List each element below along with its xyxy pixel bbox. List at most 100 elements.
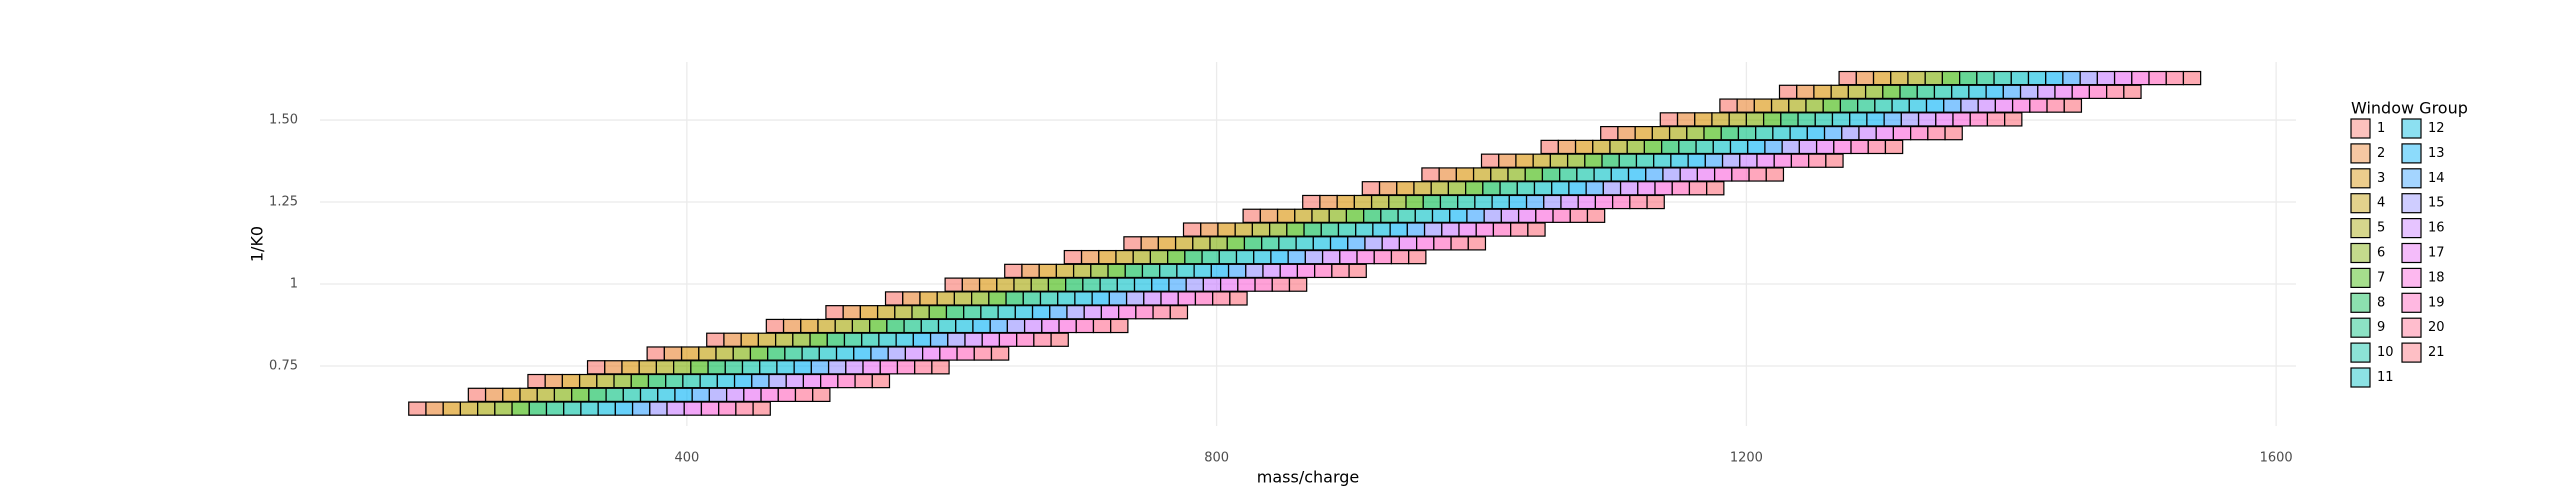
legend-key xyxy=(2350,118,2371,139)
window xyxy=(1517,208,1537,223)
window xyxy=(1302,194,1321,210)
window xyxy=(820,373,839,389)
window xyxy=(929,332,949,347)
window xyxy=(1251,222,1271,237)
window xyxy=(792,332,811,347)
window xyxy=(1985,84,2004,99)
window xyxy=(1593,167,1612,182)
window xyxy=(563,401,582,416)
window xyxy=(1525,194,1545,210)
y-tick-label: 0.75 xyxy=(269,358,298,373)
legend-label: 19 xyxy=(2428,295,2445,310)
window xyxy=(1711,112,1730,127)
window xyxy=(1806,126,1826,141)
window xyxy=(1676,112,1696,127)
window xyxy=(408,401,427,416)
window xyxy=(1319,194,1338,210)
window xyxy=(2037,84,2056,99)
window xyxy=(1637,181,1656,196)
window xyxy=(1917,112,1937,127)
legend-label: 2 xyxy=(2377,146,2385,161)
window xyxy=(973,346,993,361)
window xyxy=(1739,153,1758,168)
window xyxy=(1557,139,1577,155)
window xyxy=(1540,139,1559,155)
window xyxy=(1041,318,1060,334)
window xyxy=(655,360,675,375)
window xyxy=(1747,139,1766,155)
window xyxy=(649,401,668,416)
window xyxy=(2123,84,2142,99)
legend-key xyxy=(2350,193,2371,214)
legend-label: 7 xyxy=(2377,270,2385,285)
window xyxy=(1634,126,1653,141)
window xyxy=(1770,98,1790,113)
window xyxy=(674,387,693,403)
window xyxy=(1602,181,1622,196)
window xyxy=(1123,236,1142,251)
window xyxy=(1935,112,1954,127)
window xyxy=(1594,194,1614,210)
window xyxy=(2046,98,2065,113)
window xyxy=(887,346,906,361)
window xyxy=(998,332,1018,347)
window xyxy=(683,401,703,416)
window xyxy=(1822,98,1842,113)
window xyxy=(528,401,548,416)
window xyxy=(1508,194,1528,210)
window xyxy=(544,373,563,389)
window xyxy=(1408,249,1427,265)
window xyxy=(1551,181,1570,196)
window xyxy=(1694,112,1713,127)
window xyxy=(2004,112,2023,127)
window xyxy=(1532,153,1551,168)
window xyxy=(922,346,941,361)
window xyxy=(1022,291,1042,306)
window xyxy=(988,291,1007,306)
legend-key xyxy=(2350,267,2371,288)
window xyxy=(1874,98,1893,113)
window xyxy=(1584,153,1603,168)
window xyxy=(1695,139,1714,155)
window xyxy=(1480,153,1500,168)
x-tick-label: 1600 xyxy=(2260,451,2293,466)
window xyxy=(1855,70,1875,86)
window xyxy=(1789,126,1808,141)
window xyxy=(837,373,856,389)
window xyxy=(699,373,718,389)
window xyxy=(1185,277,1204,292)
legend-label: 3 xyxy=(2377,171,2385,186)
window xyxy=(1200,222,1219,237)
window xyxy=(459,401,479,416)
window xyxy=(1687,153,1706,168)
window xyxy=(1467,236,1487,251)
window xyxy=(1182,222,1202,237)
legend-key xyxy=(2401,143,2422,164)
window xyxy=(1968,84,1987,99)
window xyxy=(1671,181,1691,196)
window xyxy=(1372,222,1391,237)
window xyxy=(1235,249,1255,265)
window xyxy=(604,360,623,375)
window xyxy=(1753,98,1773,113)
window xyxy=(647,373,667,389)
window xyxy=(1167,249,1186,265)
x-tick-label: 1200 xyxy=(1730,451,1763,466)
legend-label: 9 xyxy=(2377,320,2385,335)
window xyxy=(752,401,771,416)
window xyxy=(955,318,974,334)
window xyxy=(1916,84,1936,99)
window xyxy=(1348,263,1367,279)
window xyxy=(1617,126,1636,141)
window xyxy=(1159,263,1178,279)
window xyxy=(1038,263,1057,279)
legend-label: 13 xyxy=(2428,146,2445,161)
window xyxy=(1465,181,1484,196)
legend-key xyxy=(2401,218,2422,239)
window xyxy=(1091,291,1110,306)
legend-label: 20 xyxy=(2428,320,2445,335)
window xyxy=(1524,167,1544,182)
window xyxy=(1492,222,1512,237)
